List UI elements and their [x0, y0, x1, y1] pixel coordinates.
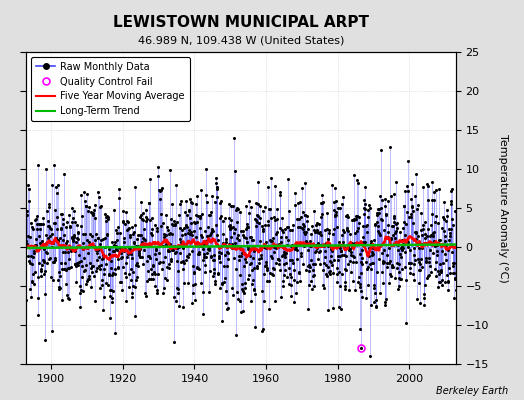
Text: 46.989 N, 109.438 W (United States): 46.989 N, 109.438 W (United States)	[138, 36, 344, 46]
Text: Berkeley Earth: Berkeley Earth	[436, 386, 508, 396]
Y-axis label: Temperature Anomaly (°C): Temperature Anomaly (°C)	[498, 134, 508, 282]
Legend: Raw Monthly Data, Quality Control Fail, Five Year Moving Average, Long-Term Tren: Raw Monthly Data, Quality Control Fail, …	[31, 57, 190, 121]
Title: LEWISTOWN MUNICIPAL ARPT: LEWISTOWN MUNICIPAL ARPT	[113, 15, 369, 30]
